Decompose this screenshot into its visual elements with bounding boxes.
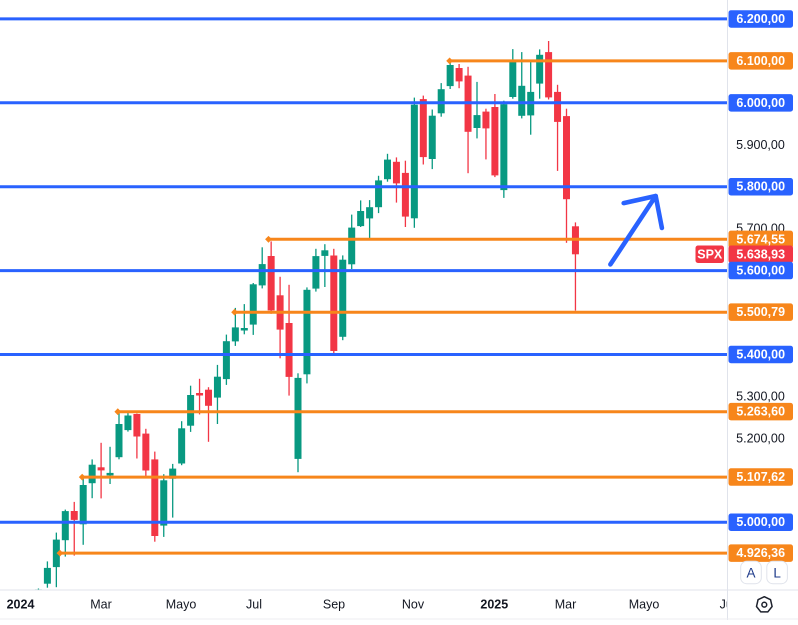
- svg-text:5.638,93: 5.638,93: [736, 247, 785, 261]
- svg-text:5.300,00: 5.300,00: [736, 389, 785, 403]
- svg-text:5.900,00: 5.900,00: [736, 138, 785, 152]
- svg-text:L: L: [773, 565, 781, 580]
- svg-text:5.263,60: 5.263,60: [736, 405, 785, 419]
- svg-text:5.200,00: 5.200,00: [736, 431, 785, 445]
- svg-text:5.107,62: 5.107,62: [736, 470, 785, 484]
- svg-text:2025: 2025: [480, 598, 508, 612]
- svg-text:6.000,00: 6.000,00: [736, 96, 785, 110]
- svg-text:5.600,00: 5.600,00: [736, 264, 785, 278]
- svg-text:6.100,00: 6.100,00: [736, 54, 785, 68]
- svg-text:5.000,00: 5.000,00: [736, 515, 785, 529]
- svg-text:5.800,00: 5.800,00: [736, 180, 785, 194]
- svg-text:Jul: Jul: [720, 598, 736, 612]
- svg-text:6.200,00: 6.200,00: [736, 12, 785, 26]
- svg-text:Mar: Mar: [555, 598, 577, 612]
- svg-text:5.674,55: 5.674,55: [736, 232, 785, 246]
- svg-text:Jul: Jul: [246, 598, 262, 612]
- svg-text:Mayo: Mayo: [166, 598, 197, 612]
- svg-text:Nov: Nov: [402, 598, 425, 612]
- svg-text:A: A: [746, 565, 755, 580]
- svg-text:2024: 2024: [7, 598, 35, 612]
- svg-text:Mayo: Mayo: [629, 598, 660, 612]
- svg-text:5.400,00: 5.400,00: [736, 348, 785, 362]
- svg-text:5.500,79: 5.500,79: [736, 305, 785, 319]
- svg-text:SPX: SPX: [697, 247, 723, 261]
- svg-text:4.926,36: 4.926,36: [736, 546, 785, 560]
- svg-text:Mar: Mar: [90, 598, 112, 612]
- svg-text:Sep: Sep: [323, 598, 345, 612]
